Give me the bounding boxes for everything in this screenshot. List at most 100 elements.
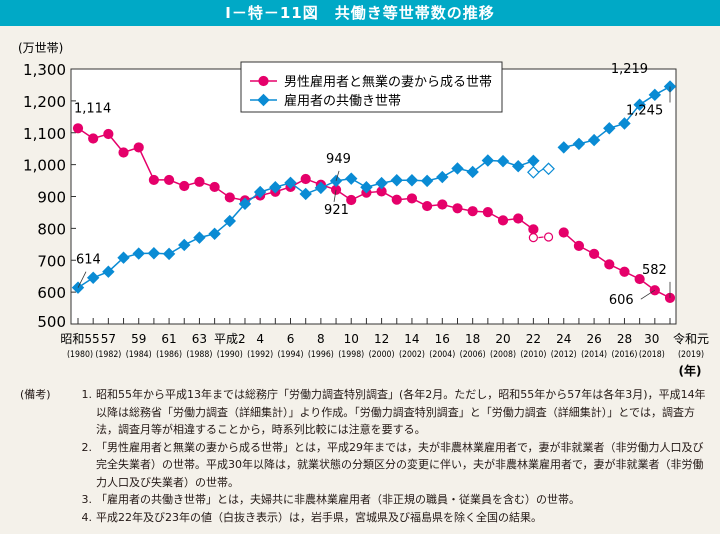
x-axis-label: (年) xyxy=(679,363,702,378)
figure-title: Ⅰ－特－11図 共働き等世帯数の推移 xyxy=(0,0,720,26)
data-point-0 xyxy=(406,193,418,204)
data-label: 1,114 xyxy=(74,101,111,116)
note-3: 3. 「雇用者の共働き世帯」とは，夫婦共に非農林業雇用者（非正規の職員・従業員を含… xyxy=(20,491,710,509)
data-point-1 xyxy=(238,197,252,211)
x-tick-year: (1986) xyxy=(156,350,182,360)
data-point-1 xyxy=(102,265,115,278)
data-point-1 xyxy=(86,271,100,284)
data-point-1 xyxy=(436,170,449,184)
data-point-1 xyxy=(117,251,130,264)
data-point-1 xyxy=(193,231,206,244)
line-chart: (万世帯) 500 600 700 800 900 1,000 1,100 1,200 1,300… xyxy=(18,41,709,378)
y-axis-label: (万世帯) xyxy=(18,41,63,55)
x-tick-label: 8 xyxy=(317,332,325,346)
data-point-0 xyxy=(224,192,235,203)
x-tick-label: 4 xyxy=(256,332,264,346)
data-point-1 xyxy=(451,162,464,175)
x-tick-label: 16 xyxy=(435,332,450,346)
x-tick-year: (2010) xyxy=(520,350,546,360)
data-label: 921 xyxy=(324,203,349,218)
x-tick-label: 18 xyxy=(465,332,480,346)
data-point-1 xyxy=(481,154,495,167)
note-text: 「雇用者の共働き世帯」とは，夫婦共に非農林業雇用者（非正規の職員・従業員を含む）… xyxy=(96,493,580,506)
x-tick-label: 14 xyxy=(404,332,419,346)
y-tick-label: 1,000 xyxy=(23,157,66,175)
data-point-1 xyxy=(390,174,403,187)
data-point-1 xyxy=(208,227,221,241)
y-tick-label: 600 xyxy=(37,284,66,302)
data-point-1 xyxy=(618,117,631,130)
note-4: 4. 平成22年及び23年の値（白抜き表示）は，岩手県，宮城県及び福島県を除く全国… xyxy=(20,509,710,527)
data-point-1 xyxy=(557,141,570,154)
y-tick-label: 800 xyxy=(37,220,66,238)
x-tick-label: 22 xyxy=(526,332,541,346)
data-point-0 xyxy=(634,273,645,285)
x-tick-year: (2002) xyxy=(399,350,425,360)
data-point-1 xyxy=(603,122,616,135)
leader-line xyxy=(335,170,340,181)
x-tick-year: (2008) xyxy=(490,350,516,360)
data-point-1 xyxy=(496,154,510,168)
data-point-0 xyxy=(437,199,448,210)
data-point-1 xyxy=(375,176,388,190)
x-tick-label: 10 xyxy=(344,332,359,346)
x-tick-label: 24 xyxy=(556,332,571,346)
x-tick-year: (2006) xyxy=(460,350,486,360)
leader-line xyxy=(640,289,656,300)
x-tick-year: (1984) xyxy=(126,350,152,360)
notes-label: (備考) xyxy=(20,388,51,401)
data-point-0 xyxy=(604,259,615,270)
leader-line xyxy=(333,189,337,202)
note-text: 平成22年及び23年の値（白抜き表示）は，岩手県，宮城県及び福島県を除く全国の結… xyxy=(96,510,542,524)
data-point-0 xyxy=(619,266,630,277)
data-label: 949 xyxy=(326,152,351,167)
data-point-0 xyxy=(482,207,493,218)
data-point-0 xyxy=(589,248,600,259)
x-tick-year: (1990) xyxy=(217,350,243,360)
data-point-1 xyxy=(71,281,85,294)
data-label: 606 xyxy=(609,293,634,308)
note-number: 2. xyxy=(81,440,93,454)
x-tick-year: (2000) xyxy=(369,350,395,360)
y-tick-label: 1,100 xyxy=(23,125,66,143)
legend-label-0: 男性雇用者と無業の妻から成る世帯 xyxy=(284,74,492,90)
x-tick-year: (2018) xyxy=(639,350,665,360)
x-tick-year: (1980) xyxy=(67,350,93,360)
data-point-0 xyxy=(649,285,660,296)
data-point-0 xyxy=(88,133,99,144)
x-tick-year: (1998) xyxy=(338,350,364,360)
x-tick-label: 26 xyxy=(586,332,601,346)
data-label: 1,219 xyxy=(611,62,648,77)
data-point-0 xyxy=(467,206,478,217)
x-tick-label: 6 xyxy=(287,332,295,346)
legend-marker xyxy=(257,93,270,107)
data-point-1 xyxy=(633,98,646,111)
hollow-point-1 xyxy=(527,165,540,179)
data-point-0 xyxy=(497,215,509,226)
data-point-1 xyxy=(162,247,176,261)
x-tick-label: 令和元 xyxy=(673,331,709,346)
data-label: 1,245 xyxy=(626,104,663,119)
data-point-1 xyxy=(299,187,312,201)
data-point-1 xyxy=(284,176,297,190)
note-number: 1. xyxy=(81,388,93,401)
hollow-connector-0 xyxy=(538,236,544,239)
data-point-0 xyxy=(72,123,84,134)
data-point-0 xyxy=(209,181,220,193)
data-point-0 xyxy=(103,128,114,140)
y-tick-label: 500 xyxy=(37,313,66,331)
data-point-1 xyxy=(405,174,419,187)
data-point-1 xyxy=(420,174,434,188)
data-label: 582 xyxy=(642,263,667,278)
x-tick-year: (1982) xyxy=(95,350,121,360)
notes: (備考) 1. 昭和55年から平成13年までは総務庁「労働力調査特別調査」(各年2月… xyxy=(20,386,710,526)
data-point-1 xyxy=(648,88,662,102)
x-tick-year: (1996) xyxy=(308,350,334,360)
note-1: (備考) 1. 昭和55年から平成13年までは総務庁「労働力調査特別調査」(各年2月… xyxy=(20,386,710,439)
x-tick-year: (2019) xyxy=(678,350,704,360)
data-point-0 xyxy=(513,213,524,224)
data-label: 614 xyxy=(76,253,101,268)
data-point-0 xyxy=(391,194,402,205)
x-tick-year: (1988) xyxy=(186,350,212,360)
leader-line xyxy=(77,271,87,288)
